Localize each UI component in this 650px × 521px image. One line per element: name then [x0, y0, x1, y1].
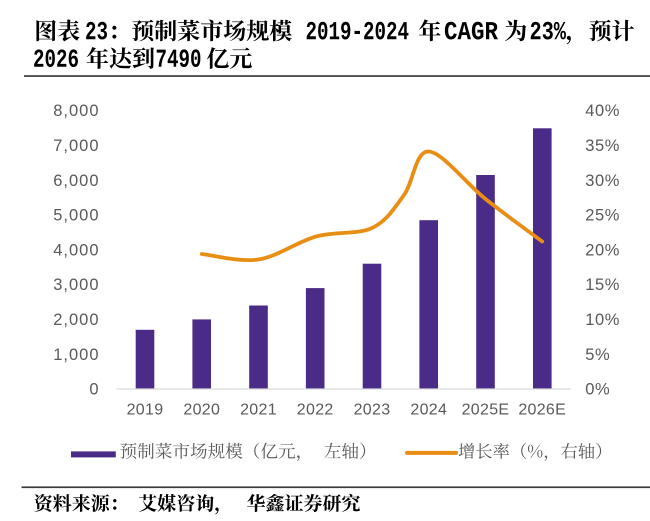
svg-text:5%: 5%: [585, 346, 610, 364]
svg-text:15%: 15%: [585, 276, 620, 294]
svg-text:6,000: 6,000: [53, 172, 99, 190]
svg-text:2025E: 2025E: [462, 402, 510, 419]
svg-text:40%: 40%: [585, 102, 620, 120]
svg-text:25%: 25%: [585, 207, 620, 225]
svg-text:4,000: 4,000: [53, 241, 99, 259]
svg-text:8,000: 8,000: [53, 102, 99, 120]
svg-text:7,000: 7,000: [53, 137, 99, 155]
svg-text:10%: 10%: [585, 311, 620, 329]
svg-text:0%: 0%: [585, 381, 610, 399]
svg-text:2020: 2020: [183, 402, 220, 419]
svg-text:2024: 2024: [410, 402, 447, 419]
svg-text:2019: 2019: [127, 402, 164, 419]
svg-text:2022: 2022: [297, 402, 334, 419]
svg-text:3,000: 3,000: [53, 276, 99, 294]
svg-text:0: 0: [89, 381, 99, 399]
svg-text:20%: 20%: [585, 241, 620, 259]
svg-text:5,000: 5,000: [53, 207, 99, 225]
svg-text:30%: 30%: [585, 172, 620, 190]
svg-text:2021: 2021: [240, 402, 277, 419]
svg-text:1,000: 1,000: [53, 346, 99, 364]
svg-text:2026E: 2026E: [518, 402, 566, 419]
svg-text:2023: 2023: [354, 402, 391, 419]
svg-text:2,000: 2,000: [53, 311, 99, 329]
svg-text:35%: 35%: [585, 137, 620, 155]
